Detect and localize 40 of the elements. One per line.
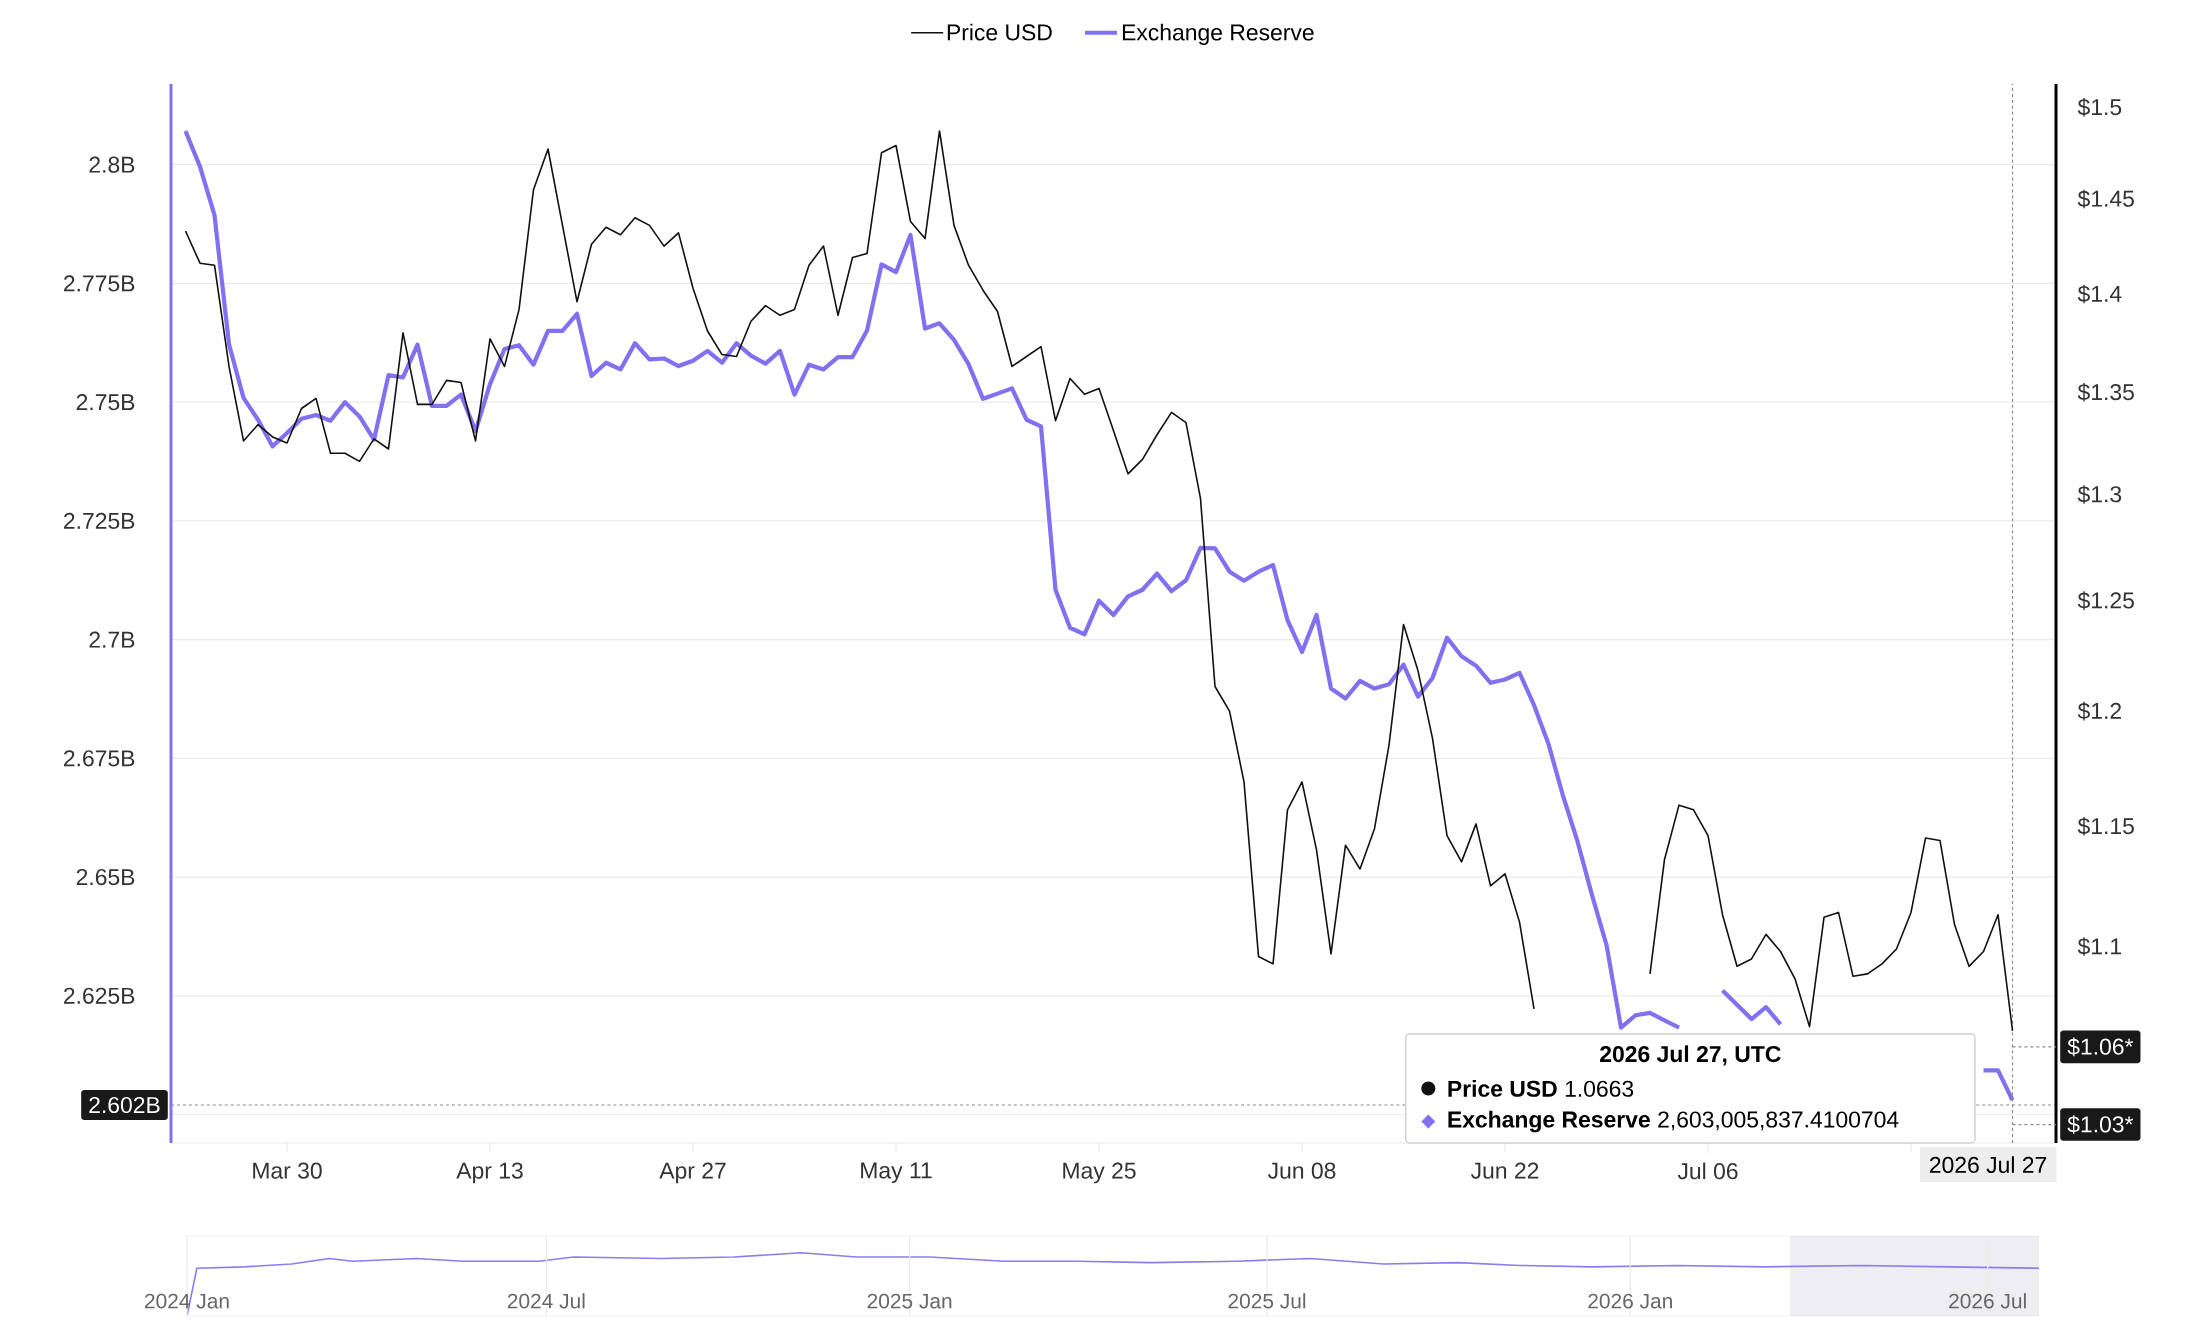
ref-line-label: $1.06* [2067, 1037, 2134, 1057]
y-tick-label: 2.625B [64, 987, 135, 1004]
y2-tick-label: $1.35 [2077, 383, 2134, 402]
ref-line-label: 2026 Jul 27 [1929, 1156, 2047, 1174]
y2-tick-label: $1.3 [2077, 485, 2122, 504]
y2-tick-label: $1.1 [2077, 937, 2122, 956]
ref-line-label: $1.03* [2067, 1115, 2134, 1134]
x-tick-label: 2024 Jan [145, 1293, 229, 1309]
y-tick-label: 2.725B [64, 512, 135, 529]
y-tick-label: 2.75B [76, 394, 135, 411]
y-tick-label: 2.65B [76, 868, 135, 886]
legend-label: Price USD [947, 23, 1052, 41]
x-tick-label: 2026 Jul [1949, 1293, 2026, 1309]
annotation: Price USD 1.0663 [1448, 1080, 1634, 1097]
ref-line-label: 2.602B [89, 1096, 160, 1114]
x-tick-label: Jul 06 [1677, 1162, 1738, 1180]
legend-label: Exchange Reserve [1122, 23, 1314, 46]
y2-tick-label: $1.5 [2077, 97, 2122, 117]
x-tick-label: May 25 [1063, 1162, 1136, 1184]
annotation: Exchange Reserve 2,603,005,837.4100704 [1448, 1110, 1899, 1133]
x-tick-label: 2025 Jul [1228, 1293, 1306, 1309]
x-tick-label: Mar 30 [253, 1162, 322, 1179]
y2-tick-label: $1.4 [2077, 284, 2122, 304]
y2-tick-label: $1.25 [2077, 591, 2134, 610]
x-tick-label: Jun 08 [1267, 1162, 1336, 1179]
y-tick-label: 2.675B [64, 750, 135, 767]
x-tick-label: 2026 Jan [1588, 1293, 1672, 1309]
y-tick-label: 2.8B [89, 156, 135, 173]
y2-tick-label: $1.15 [2077, 817, 2134, 836]
y-tick-label: 2.775B [64, 275, 135, 292]
x-tick-label: Apr 27 [659, 1162, 726, 1184]
x-tick-label: May 11 [861, 1162, 932, 1184]
x-tick-label: Jun 22 [1470, 1162, 1539, 1179]
x-tick-label: 2025 Jan [867, 1293, 952, 1309]
annotation: 2026 Jul 27, UTC [1600, 1045, 1781, 1066]
y-tick-label: 2.7B [89, 631, 135, 648]
x-tick-label: Apr 13 [456, 1162, 523, 1184]
y2-tick-label: $1.2 [2077, 701, 2121, 721]
y2-tick-label: $1.45 [2077, 189, 2134, 209]
x-tick-label: 2024 Jul [507, 1293, 585, 1309]
